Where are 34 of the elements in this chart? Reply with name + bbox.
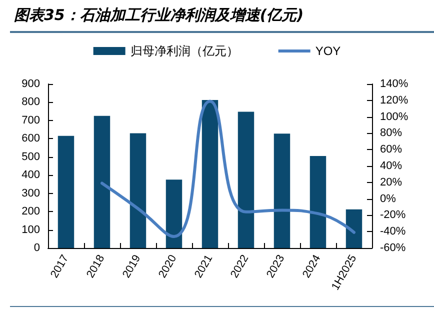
bar [58,136,74,248]
legend-label: 归母净利润（亿元） [130,44,238,58]
y-tick-label: 400 [22,169,40,182]
bar [94,116,110,248]
y-tick-label: 700 [22,114,40,126]
y-tick-label: 900 [22,78,40,90]
y2-tick-label: 20% [380,176,402,188]
y2-tick-label: 140% [380,78,408,90]
y2-tick-label: -40% [380,226,406,238]
y2-tick-label: 120% [380,94,408,106]
y2-tick-label: 80% [380,127,402,140]
y-tick-label: 100 [22,224,40,236]
bar [202,100,218,248]
y2-tick-label: 60% [380,144,402,156]
y-tick-label: 500 [22,150,40,163]
y2-tick-label: -60% [380,242,406,254]
y2-tick-label: 100% [380,110,408,123]
chart-title: 图表35：石油加工行业净利润及增速(亿元) [14,6,304,25]
y2-tick-label: 40% [380,160,402,172]
legend-label: YOY [315,44,341,58]
bar [274,134,290,248]
y-tick-label: 0 [34,242,40,254]
bar [166,180,182,248]
y-tick-label: 200 [22,206,40,218]
y2-tick-label: -20% [380,209,406,222]
bar [238,112,254,248]
bar [346,209,362,248]
line-series [100,100,356,238]
y-tick-label: 300 [22,187,40,200]
y-tick-label: 600 [22,132,40,145]
bar [130,133,146,248]
y2-tick-label: 0% [380,192,396,205]
bar [310,156,326,248]
y-tick-label: 800 [22,96,40,108]
